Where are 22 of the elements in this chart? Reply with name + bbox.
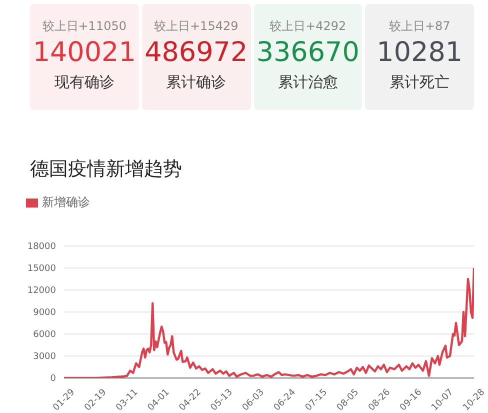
y-tick-label: 0 bbox=[50, 374, 56, 384]
y-tick-label: 12000 bbox=[27, 286, 56, 296]
data-label: 486972 bbox=[144, 37, 249, 69]
text: 较上日+4292 bbox=[268, 18, 348, 35]
category-label: 现有确诊 bbox=[53, 73, 116, 92]
legend-label: 新增确诊 bbox=[42, 195, 90, 209]
category-label: 累计死亡 bbox=[388, 73, 451, 92]
category-label: 累计确诊 bbox=[165, 73, 228, 92]
text: 较上日+11050 bbox=[41, 18, 128, 35]
data-label: 140021 bbox=[32, 37, 137, 69]
data-label: 336670 bbox=[255, 37, 360, 69]
y-tick-label: 3000 bbox=[33, 352, 56, 362]
y-tick-label: 6000 bbox=[33, 330, 56, 340]
text: 较上日+87 bbox=[388, 18, 452, 35]
chart-title: 德国疫情新增趋势 bbox=[30, 157, 182, 182]
line-series bbox=[64, 266, 474, 378]
y-tick-label: 18000 bbox=[27, 242, 56, 252]
text: 较上日+15429 bbox=[153, 18, 240, 35]
y-tick-label: 15000 bbox=[27, 264, 56, 274]
y-tick-label: 9000 bbox=[33, 308, 56, 318]
data-label: 10281 bbox=[376, 37, 464, 69]
category-label: 累计治愈 bbox=[276, 73, 339, 92]
